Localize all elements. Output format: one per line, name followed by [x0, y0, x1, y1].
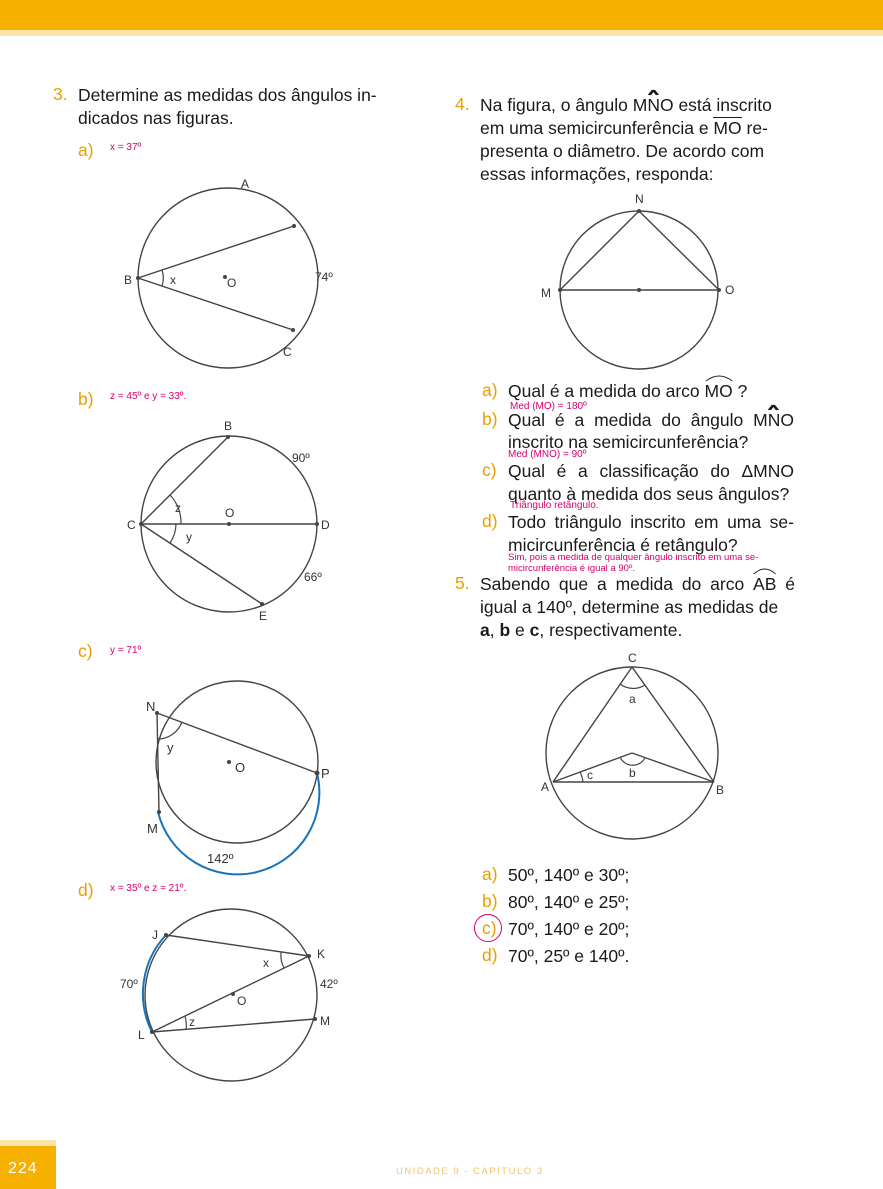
angle-a: a — [629, 692, 636, 706]
q5-option-b-label[interactable]: b) — [482, 891, 498, 911]
q3a-label: a) — [78, 140, 94, 160]
page-number: 224 — [8, 1160, 38, 1177]
q5-line2: igual a 140º, determine as medidas de — [480, 597, 779, 617]
angle-b: b — [629, 766, 636, 780]
pt-C: C — [628, 651, 637, 665]
footer-stripe — [0, 1140, 56, 1146]
q4c-line2: quanto à medida dos seus ângulos? — [508, 484, 790, 504]
pt-M: M — [541, 286, 551, 300]
pt-N: N — [146, 699, 155, 714]
pt-B: B — [124, 273, 132, 287]
q4a-answer: Med (MO) = 180º — [510, 401, 587, 412]
q5-option-a-label[interactable]: a) — [482, 864, 498, 884]
q4b-line2: inscrito na semicircunferência? — [508, 432, 749, 452]
q5-number: 5. — [455, 573, 470, 593]
arc-90: 90º — [292, 451, 310, 465]
pt-O: O — [237, 994, 246, 1008]
q4-line3: presenta o diâmetro. De acordo com — [480, 141, 765, 161]
q4-number: 4. — [455, 94, 470, 114]
pt-E: E — [259, 609, 267, 623]
arc-142: 142º — [207, 851, 234, 866]
pt-J: J — [152, 928, 158, 942]
pt-C: C — [283, 345, 292, 359]
pt-N: N — [635, 192, 644, 206]
q5-line1: Sabendo que a medida do arco AB é — [480, 568, 795, 596]
arc-74: 74º — [315, 270, 333, 284]
angle-z: z — [189, 1015, 195, 1029]
q5-option-d-text[interactable]: 70º, 25º e 140º. — [508, 946, 630, 966]
q3d-answer: x = 35º e z = 21º. — [110, 883, 187, 894]
q3b-label: b) — [78, 389, 94, 409]
q4a-text: Qual é a medida do arco MO ? — [508, 375, 747, 403]
q4d-answer-line2: micircunferência é igual a 90º. — [508, 563, 636, 574]
q5-line3: a, b e c, respectivamente. — [480, 620, 683, 640]
angle-z: z — [175, 501, 181, 515]
q3a-answer: x = 37º — [110, 142, 142, 153]
header-stripe — [0, 30, 883, 36]
pt-M: M — [147, 821, 158, 836]
q3c-label: c) — [78, 641, 93, 661]
pt-K: K — [317, 947, 325, 961]
q5-option-a-text[interactable]: 50º, 140º e 30º; — [508, 865, 630, 885]
pt-O: O — [725, 283, 734, 297]
q3-text-line2: dicados nas figuras. — [78, 108, 234, 128]
q3-text-line1: Determine as medidas dos ângulos in- — [78, 85, 377, 105]
q5-option-c-text[interactable]: 70º, 140º e 20º; — [508, 919, 630, 939]
pt-A: A — [241, 177, 249, 191]
q4d-answer-line1: Sim, pois a medida de qualquer ângulo in… — [508, 552, 759, 563]
footer-page-box — [0, 1146, 56, 1189]
q4c-answer: Triângulo retângulo. — [510, 500, 599, 511]
q4b-line1: Qual é a medida do ângulo MNO — [508, 404, 794, 432]
q4-line4: essas informações, responda: — [480, 164, 714, 184]
arc-42: 42º — [320, 977, 338, 991]
pt-P: P — [321, 766, 330, 781]
q4-line1: Na figura, o ângulo MNO está inscrito — [480, 89, 772, 117]
angle-x: x — [170, 273, 176, 287]
pt-A: A — [541, 780, 549, 794]
header-bar — [0, 0, 883, 30]
footer-chapter: UNIDADE 9 - CAPÍTULO 3 — [396, 1166, 544, 1177]
q5-option-b-text[interactable]: 80º, 140º e 25º; — [508, 892, 630, 912]
arc-70: 70º — [120, 977, 138, 991]
selected-answer-circle — [474, 914, 502, 942]
pt-D: D — [321, 518, 330, 532]
pt-O: O — [235, 760, 245, 775]
q5-option-d-label[interactable]: d) — [482, 945, 498, 965]
q4b-answer: Med (MNO) = 90º — [508, 449, 587, 460]
pt-B: B — [224, 419, 232, 433]
q4b-label: b) — [482, 409, 498, 429]
q5-option-c-label[interactable]: c) — [482, 918, 497, 938]
angle-y: y — [186, 530, 192, 544]
pt-O: O — [225, 506, 234, 520]
q4c-label: c) — [482, 460, 497, 480]
q3c-answer: y = 71º — [110, 645, 142, 656]
q4-line2: em uma semicircunferência e MO re- — [480, 117, 768, 138]
pt-B: B — [716, 783, 724, 797]
q3d-label: d) — [78, 880, 94, 900]
q4a-label: a) — [482, 380, 498, 400]
arc-66: 66º — [304, 570, 322, 584]
q3b-answer: z = 45º e y = 33º. — [110, 391, 187, 402]
pt-M: M — [320, 1014, 330, 1028]
q4d-label: d) — [482, 511, 498, 531]
q4d-line2: micircunferência é retângulo? — [508, 535, 738, 555]
pt-O: O — [227, 276, 236, 290]
pt-C: C — [127, 518, 136, 532]
q3-number: 3. — [53, 84, 68, 104]
angle-y: y — [167, 740, 174, 755]
pt-L: L — [138, 1028, 145, 1042]
angle-x: x — [263, 956, 269, 970]
q4d-line1: Todo triângulo inscrito em uma se- — [508, 512, 794, 532]
angle-c: c — [587, 768, 593, 782]
q4c-line1: Qual é a classificação do ΔMNO — [508, 461, 794, 481]
